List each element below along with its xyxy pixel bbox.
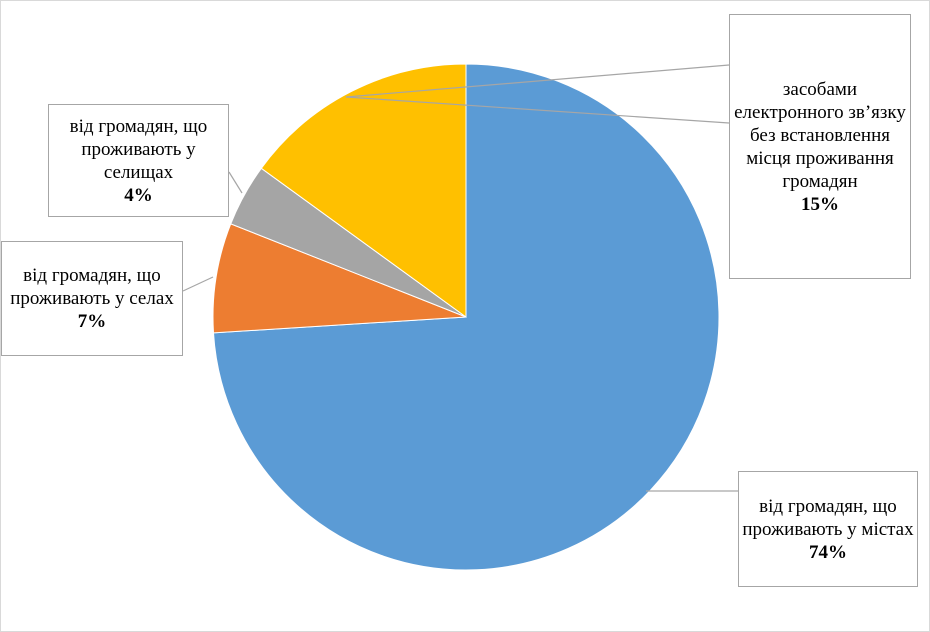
leader-line-villages bbox=[182, 276, 214, 292]
data-label-settlements-value: 4% bbox=[124, 184, 153, 206]
data-label-settlements-text: від громадян, що проживають у селищах bbox=[69, 115, 208, 183]
data-label-villages-value: 7% bbox=[77, 311, 107, 332]
slices-layer bbox=[212, 63, 720, 571]
data-label-electronic-value: 15% bbox=[801, 193, 839, 215]
slice-villages bbox=[212, 223, 467, 334]
leader-lines-layer bbox=[182, 64, 738, 492]
data-label-cities-value: 74% bbox=[809, 541, 847, 563]
data-label-villages: від громадян, що проживають у селах 7% bbox=[1, 241, 183, 356]
leader-line-settlements bbox=[228, 171, 243, 194]
data-label-cities-text: від громадян, що проживають у містах bbox=[742, 495, 914, 540]
data-label-electronic-text: засобами електронного зв’язку без встано… bbox=[734, 78, 906, 192]
leader-line-electronic-1 bbox=[345, 64, 730, 98]
leader-line-electronic-2 bbox=[345, 96, 730, 124]
data-label-villages-text: від громадян, що проживають у селах bbox=[10, 265, 174, 309]
data-label-settlements: від громадян, що проживають у селищах 4% bbox=[48, 104, 229, 217]
data-label-electronic: засобами електронного зв’язку без встано… bbox=[729, 14, 911, 279]
data-label-cities: від громадян, що проживають у містах 74% bbox=[738, 471, 918, 587]
slice-electronic bbox=[260, 63, 467, 318]
